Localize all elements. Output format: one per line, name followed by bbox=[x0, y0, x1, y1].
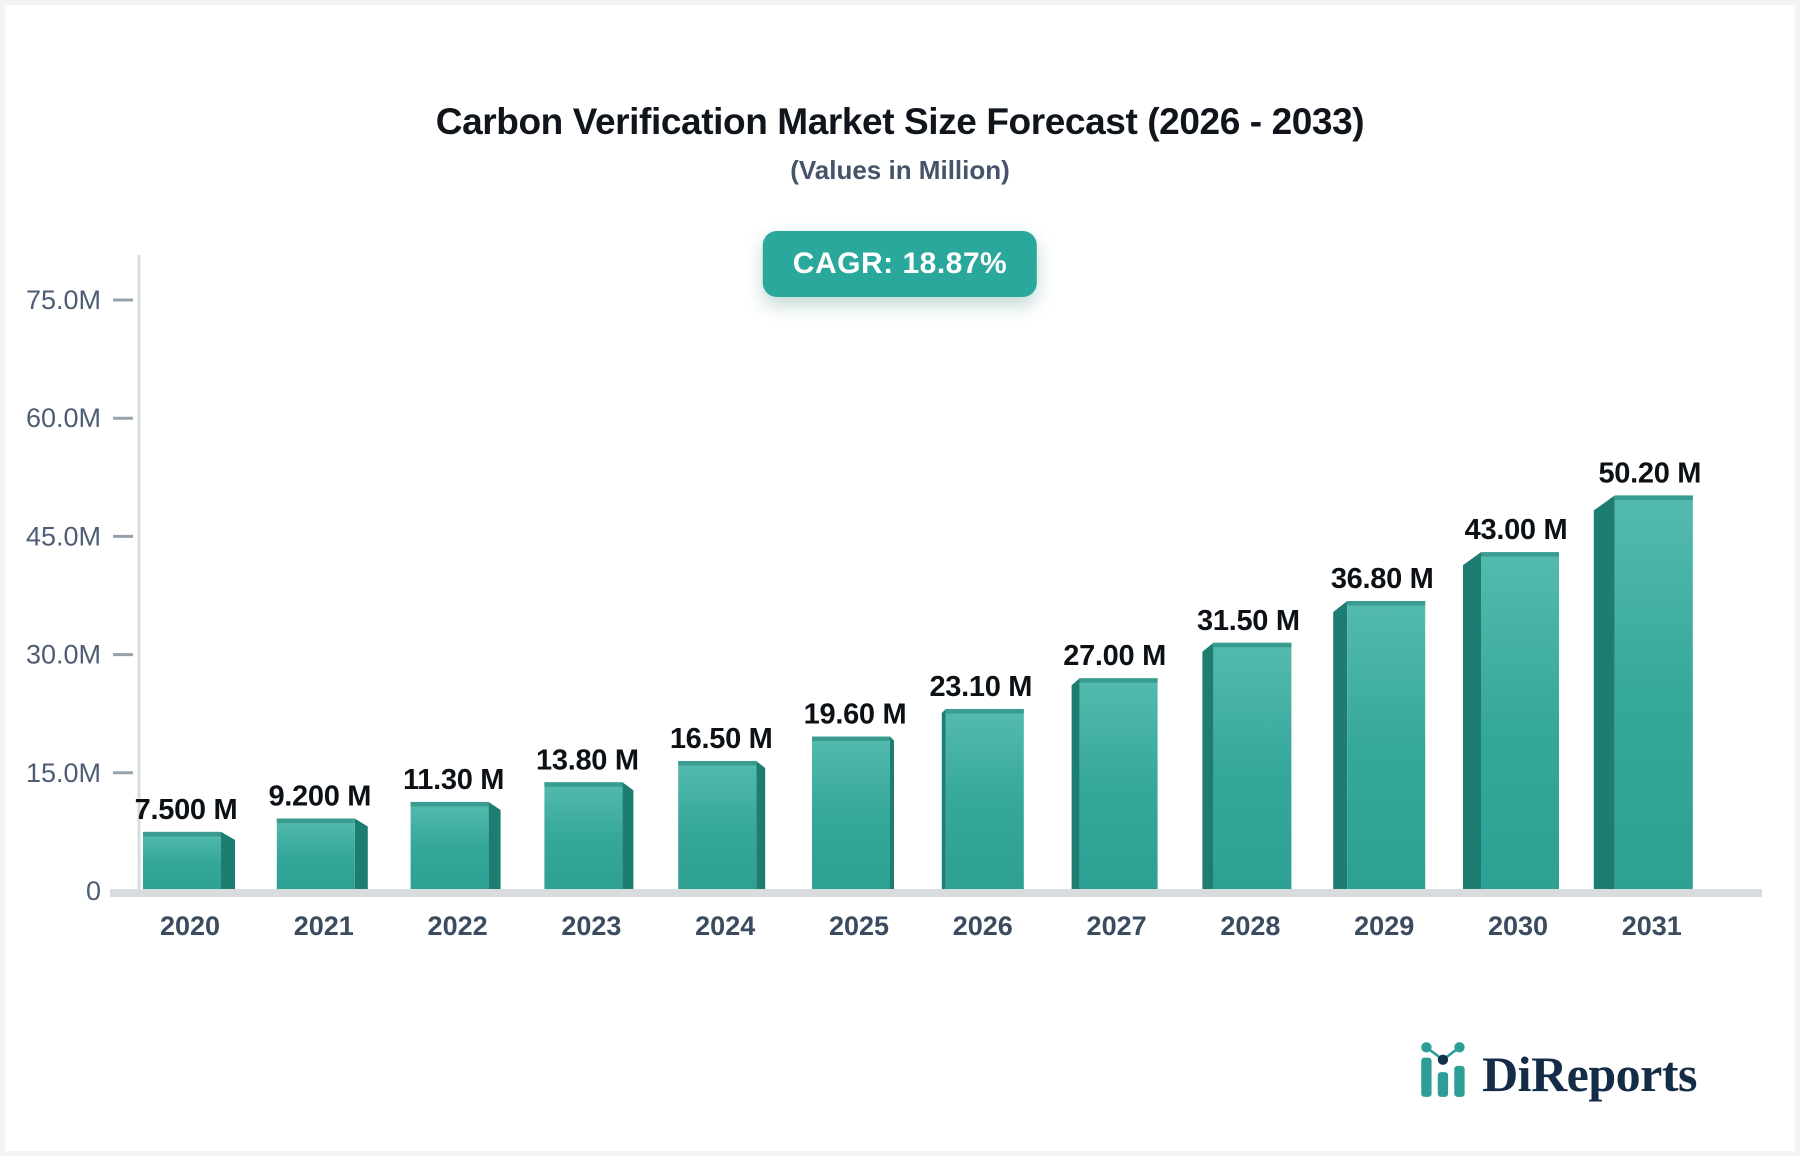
x-tick-label: 2026 bbox=[953, 911, 1013, 941]
chart-subtitle: (Values in Million) bbox=[790, 155, 1010, 185]
y-tick-label: 75.0M bbox=[26, 285, 101, 315]
bar-side-face bbox=[354, 818, 368, 891]
x-tick-label: 2029 bbox=[1354, 911, 1414, 941]
bar-side-face bbox=[488, 801, 501, 891]
x-tick-label: 2024 bbox=[695, 911, 755, 941]
bar-2028 bbox=[1202, 642, 1292, 891]
x-tick-label: 2023 bbox=[561, 911, 621, 941]
bar-side-face bbox=[756, 760, 766, 891]
bar-2022 bbox=[410, 801, 501, 891]
bar-front-face bbox=[1347, 601, 1426, 891]
bar-side-face bbox=[1593, 495, 1615, 891]
bar-top-edge bbox=[276, 818, 355, 824]
bar-top-edge bbox=[1481, 552, 1559, 557]
logo-text: DiReports bbox=[1482, 1046, 1697, 1102]
x-tick-label: 2020 bbox=[160, 911, 220, 941]
bar-front-face bbox=[678, 760, 757, 891]
bar-value-label: 11.30 M bbox=[403, 764, 504, 796]
bar-value-label: 23.10 M bbox=[929, 671, 1032, 703]
chart-title: Carbon Verification Market Size Forecast… bbox=[435, 101, 1365, 142]
bar-front-face bbox=[410, 801, 489, 891]
bar-value-label: 36.80 M bbox=[1331, 563, 1434, 595]
bar-top-edge bbox=[678, 760, 757, 766]
bar-top-edge bbox=[1347, 601, 1426, 606]
bar-top-edge bbox=[544, 782, 623, 787]
bar-2026 bbox=[941, 708, 1024, 891]
bar-top-edge bbox=[1079, 678, 1158, 683]
bar-front-face bbox=[1614, 495, 1693, 891]
bar-value-label: 13.80 M bbox=[536, 744, 639, 776]
bar-value-label: 7.500 M bbox=[135, 794, 238, 826]
bar-top-edge bbox=[1213, 642, 1292, 648]
bar-front-face bbox=[1481, 552, 1559, 891]
bar-chart: 0 15.0M 30.0M 45.0M 60.0M 75.0M 7.500 M 9.200 M… bbox=[26, 255, 1762, 941]
bar-side-face bbox=[1333, 601, 1348, 891]
bar-2023 bbox=[544, 782, 634, 891]
bar-top-edge bbox=[143, 831, 221, 837]
bar-2021 bbox=[276, 818, 368, 891]
x-tick-label: 2025 bbox=[829, 911, 889, 941]
x-axis-baseline bbox=[110, 889, 1762, 897]
x-tick-label: 2030 bbox=[1488, 911, 1548, 941]
bar-side-face bbox=[890, 736, 894, 891]
bar-front-face bbox=[143, 831, 221, 891]
bar-side-face bbox=[1202, 642, 1214, 891]
bar-side-face bbox=[221, 831, 235, 891]
bar-2027 bbox=[1071, 678, 1158, 891]
bar-value-label: 9.200 M bbox=[268, 781, 371, 813]
x-tick-label: 2028 bbox=[1220, 911, 1280, 941]
y-tick-label: 15.0M bbox=[26, 758, 101, 788]
y-tick-label: 60.0M bbox=[26, 403, 101, 433]
bar-top-edge bbox=[812, 736, 890, 742]
y-tick-label: 30.0M bbox=[26, 640, 101, 670]
bar-side-face bbox=[941, 708, 946, 891]
chart-card: Carbon Verification Market Size Forecast… bbox=[5, 5, 1795, 1151]
cagr-badge: CAGR: 18.87% bbox=[762, 231, 1038, 297]
bar-top-edge bbox=[945, 708, 1024, 714]
bar-value-label: 19.60 M bbox=[804, 699, 907, 731]
y-tick-label: 0 bbox=[86, 876, 101, 906]
bar-front-face bbox=[1079, 678, 1158, 891]
direports-logo: DiReports bbox=[1418, 1037, 1697, 1099]
x-tick-label: 2021 bbox=[294, 911, 354, 941]
bar-2030 bbox=[1463, 552, 1559, 891]
bar-2020 bbox=[143, 831, 235, 891]
bar-top-edge bbox=[410, 801, 489, 807]
bar-front-face bbox=[544, 782, 623, 891]
bar-value-label: 27.00 M bbox=[1063, 640, 1166, 672]
bar-top-edge bbox=[1614, 495, 1693, 500]
bar-side-face bbox=[622, 782, 634, 891]
bar-2031 bbox=[1593, 495, 1693, 891]
bar-value-label: 43.00 M bbox=[1465, 514, 1568, 546]
x-tick-label: 2031 bbox=[1622, 911, 1682, 941]
bar-front-face bbox=[945, 708, 1024, 891]
bar-side-face bbox=[1071, 678, 1080, 891]
bar-2024 bbox=[678, 760, 766, 891]
bar-2025 bbox=[812, 736, 894, 891]
bar-2029 bbox=[1333, 601, 1426, 891]
bar-value-label: 16.50 M bbox=[670, 723, 773, 755]
x-tick-label: 2022 bbox=[428, 911, 488, 941]
bar-front-face bbox=[812, 736, 890, 891]
bar-value-label: 31.50 M bbox=[1197, 605, 1300, 637]
y-tick-label: 45.0M bbox=[26, 521, 101, 551]
bar-front-face bbox=[276, 818, 355, 891]
bar-value-label: 50.20 M bbox=[1598, 457, 1701, 489]
bar-side-face bbox=[1463, 552, 1481, 891]
x-tick-label: 2027 bbox=[1087, 911, 1147, 941]
bar-chart-logo-icon bbox=[1421, 1042, 1465, 1097]
bar-front-face bbox=[1213, 642, 1292, 891]
